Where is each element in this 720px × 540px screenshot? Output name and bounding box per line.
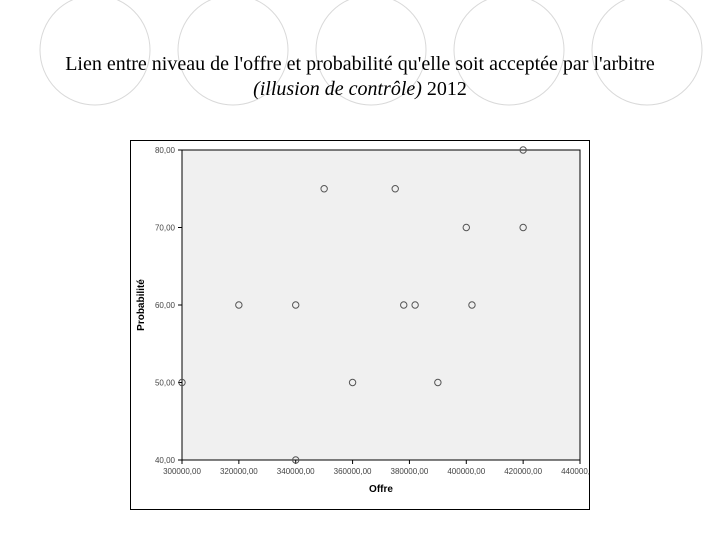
y-tick-label: 60,00 <box>155 301 176 310</box>
x-tick-label: 420000,00 <box>504 467 542 476</box>
y-axis-label: Probabilité <box>136 279 147 331</box>
chart-svg: 40,00 50,00 60,00 70,00 80,00 300000,00 320000… <box>130 140 590 510</box>
y-tick-label: 50,00 <box>155 379 176 388</box>
y-tick-label: 70,00 <box>155 224 176 233</box>
x-tick-label: 380000,00 <box>391 467 429 476</box>
title-year: 2012 <box>422 78 467 100</box>
y-tick-label: 80,00 <box>155 146 176 155</box>
y-tick-label: 40,00 <box>155 456 176 465</box>
x-tick-label: 360000,00 <box>334 467 372 476</box>
x-tick-label: 320000,00 <box>220 467 258 476</box>
x-tick-label: 300000,00 <box>163 467 201 476</box>
title-line-1: Lien entre niveau de l'offre et probabil… <box>0 52 720 77</box>
x-tick-label: 340000,00 <box>277 467 315 476</box>
title-italic: (illusion de contrôle) <box>253 78 422 100</box>
x-tick-label: 400000,00 <box>447 467 485 476</box>
chart-title: Lien entre niveau de l'offre et probabil… <box>0 52 720 102</box>
scatter-chart: 40,00 50,00 60,00 70,00 80,00 300000,00 320000… <box>130 140 590 510</box>
x-axis-label: Offre <box>369 484 393 495</box>
x-tick-label: 440000,00 <box>561 467 590 476</box>
title-line-2: (illusion de contrôle) 2012 <box>0 77 720 102</box>
